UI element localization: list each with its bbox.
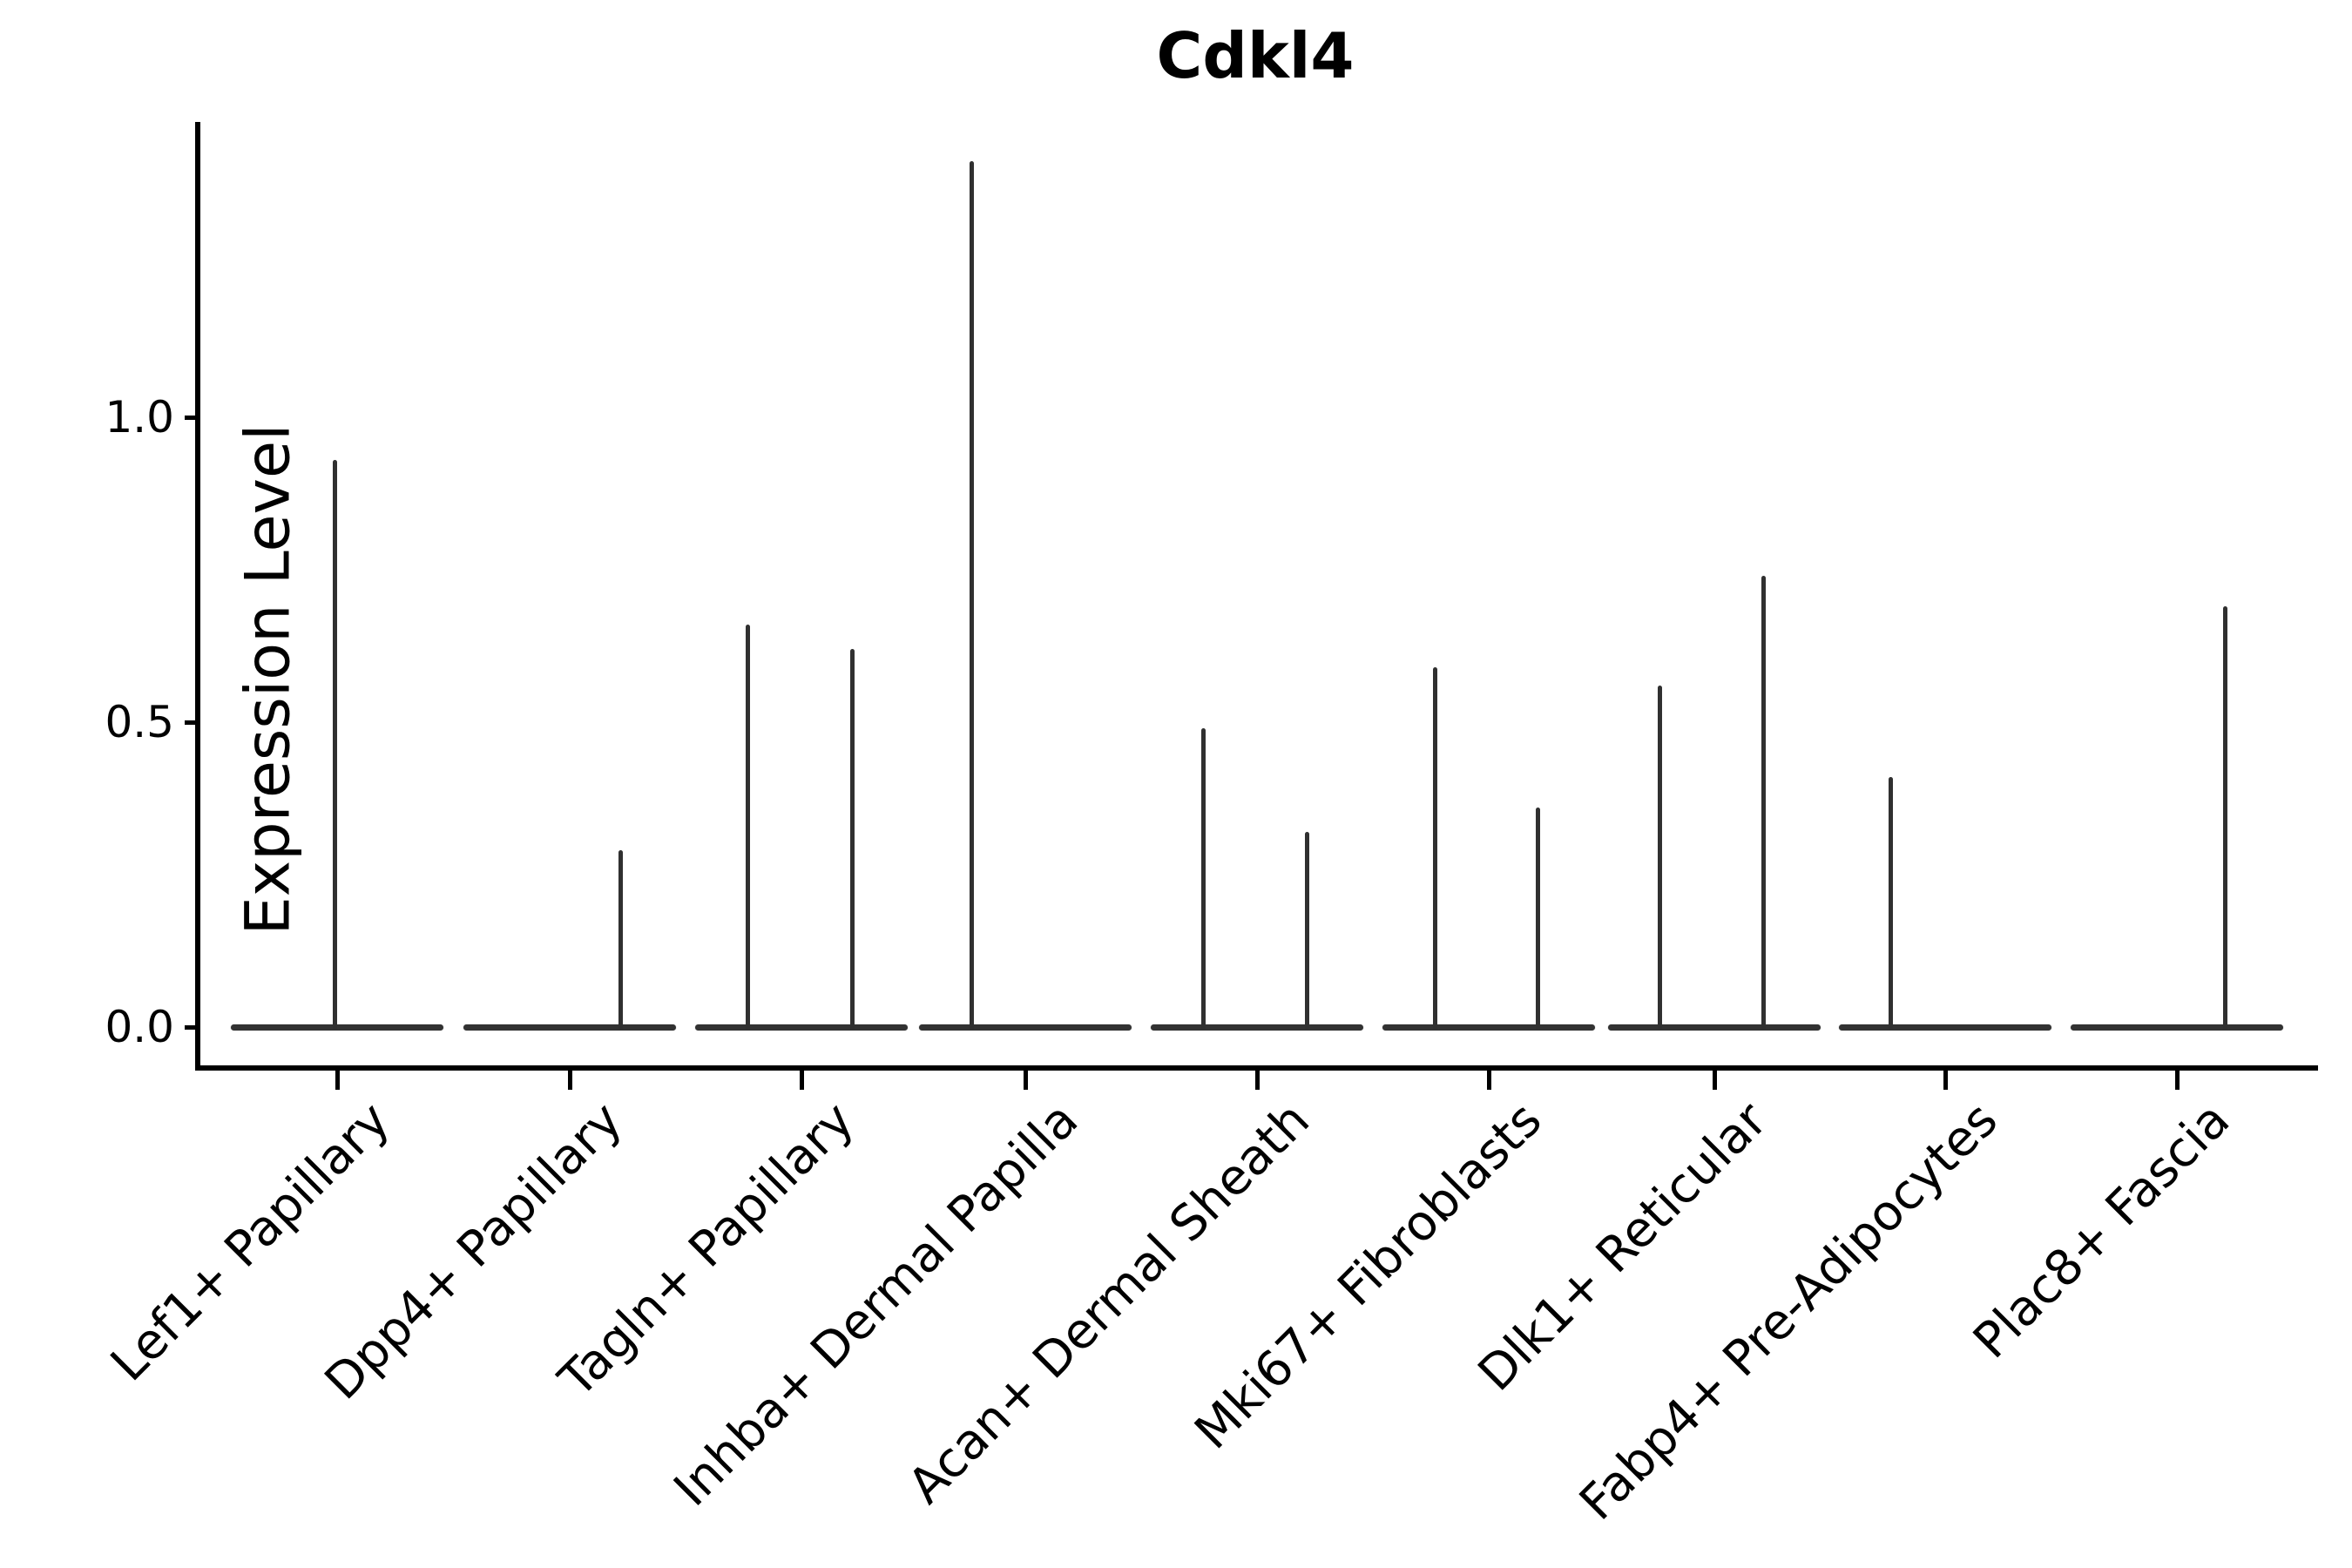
x-axis-tick — [1024, 1071, 1028, 1090]
violin-spike — [1658, 686, 1662, 1030]
x-tick-label: Inhba+ Dermal Papilla — [663, 1092, 1090, 1517]
violin-spike — [1889, 777, 1893, 1030]
violin-spike — [1536, 808, 1540, 1030]
y-tick-label: 0.5 — [105, 697, 174, 747]
violin-spike — [1305, 832, 1309, 1030]
x-axis-tick — [1713, 1071, 1717, 1090]
violin-spike — [1761, 576, 1766, 1030]
x-tick-label: Plac8+ Fascia — [1963, 1092, 2241, 1370]
violin-spike — [1201, 728, 1206, 1030]
violin-baseline — [695, 1024, 908, 1031]
x-axis-spine — [195, 1065, 2318, 1071]
x-axis-tick — [568, 1071, 572, 1090]
violin-baseline — [1839, 1024, 2051, 1031]
violin-baseline — [919, 1024, 1132, 1031]
y-axis-spine — [195, 122, 200, 1071]
x-axis-tick — [1255, 1071, 1260, 1090]
violin-spike — [970, 161, 974, 1030]
y-tick-label: 0.0 — [105, 1002, 174, 1052]
x-axis-tick — [1487, 1071, 1491, 1090]
x-tick-label: Fabp4+ Pre-Adipocytes — [1569, 1092, 2010, 1531]
violin-spike — [746, 625, 750, 1030]
violin-spike — [333, 460, 337, 1030]
violin-baseline — [1382, 1024, 1595, 1031]
x-axis-tick — [800, 1071, 804, 1090]
x-axis-tick — [335, 1071, 340, 1090]
violin-spike — [850, 649, 855, 1030]
violin-baseline — [231, 1024, 443, 1031]
violin-baseline — [2071, 1024, 2283, 1031]
y-axis-tick — [185, 416, 195, 420]
y-tick-label: 1.0 — [105, 392, 174, 443]
x-axis-tick — [1943, 1071, 1948, 1090]
violin-baseline — [1608, 1024, 1821, 1031]
x-axis-tick — [2175, 1071, 2180, 1090]
y-axis-tick — [185, 1025, 195, 1030]
chart-title: Cdkl4 — [1156, 19, 1355, 92]
violin-spike — [1433, 667, 1437, 1030]
violin-spike — [2223, 606, 2227, 1030]
y-axis-tick — [185, 720, 195, 725]
violin-baseline — [1151, 1024, 1363, 1031]
y-axis-label: Expression Level — [232, 423, 304, 936]
violin-spike — [618, 850, 623, 1030]
violin-baseline — [463, 1024, 676, 1031]
x-tick-label: Acan+ Dermal Sheath — [897, 1092, 1321, 1515]
